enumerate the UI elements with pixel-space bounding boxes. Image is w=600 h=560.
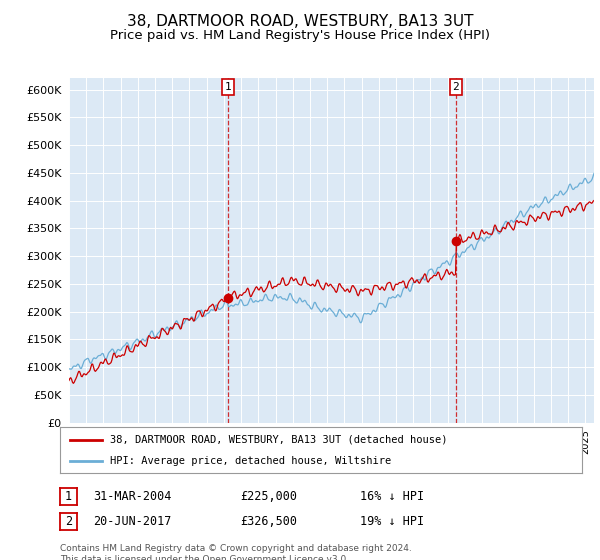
Text: 16% ↓ HPI: 16% ↓ HPI xyxy=(360,490,424,503)
Text: Price paid vs. HM Land Registry's House Price Index (HPI): Price paid vs. HM Land Registry's House … xyxy=(110,29,490,42)
Text: HPI: Average price, detached house, Wiltshire: HPI: Average price, detached house, Wilt… xyxy=(110,456,391,466)
Text: 2: 2 xyxy=(65,515,72,528)
Text: 31-MAR-2004: 31-MAR-2004 xyxy=(93,490,172,503)
Text: Contains HM Land Registry data © Crown copyright and database right 2024.
This d: Contains HM Land Registry data © Crown c… xyxy=(60,544,412,560)
Text: 2: 2 xyxy=(452,82,459,92)
Text: 38, DARTMOOR ROAD, WESTBURY, BA13 3UT: 38, DARTMOOR ROAD, WESTBURY, BA13 3UT xyxy=(127,14,473,29)
Text: 38, DARTMOOR ROAD, WESTBURY, BA13 3UT (detached house): 38, DARTMOOR ROAD, WESTBURY, BA13 3UT (d… xyxy=(110,435,447,445)
Text: 20-JUN-2017: 20-JUN-2017 xyxy=(93,515,172,528)
Text: 1: 1 xyxy=(65,490,72,503)
Text: 19% ↓ HPI: 19% ↓ HPI xyxy=(360,515,424,528)
Text: 1: 1 xyxy=(225,82,232,92)
Text: £225,000: £225,000 xyxy=(240,490,297,503)
Text: £326,500: £326,500 xyxy=(240,515,297,528)
